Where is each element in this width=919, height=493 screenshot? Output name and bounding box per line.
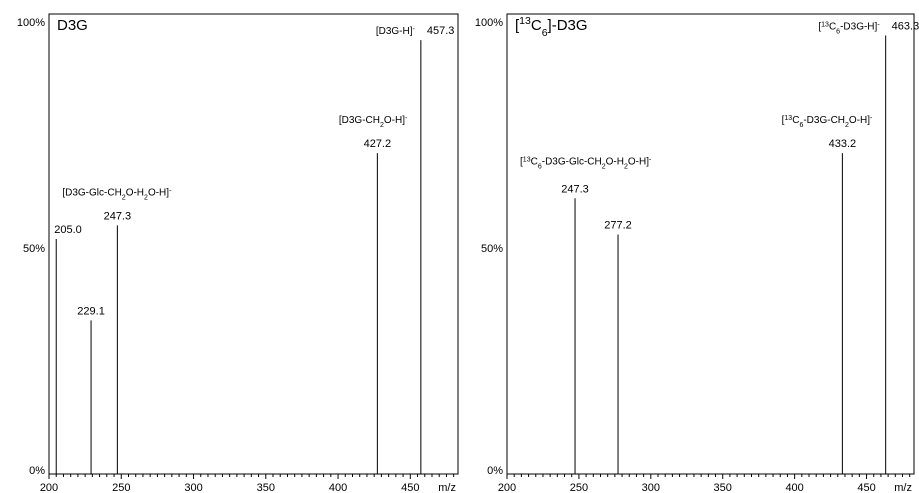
y-tick-label-c13-d3g: 50% — [481, 243, 503, 255]
peak-value-label: 427.2 — [364, 138, 392, 150]
y-tick-label-c13-d3g: 0% — [487, 465, 503, 477]
y-tick-label-d3g: 100% — [17, 17, 45, 29]
plot-frame-c13-d3g — [507, 14, 914, 474]
x-tick-label-c13-d3g: 450 — [857, 482, 875, 493]
peak-value-label: 247.3 — [104, 210, 132, 222]
peak-ion-label: [13C6-D3G-CH2O-H]- — [782, 115, 873, 129]
peak-value-label: 205.0 — [54, 224, 82, 236]
chart-title-c13-d3g: [13C6]-D3G — [515, 15, 588, 39]
x-tick-label-c13-d3g: 250 — [570, 482, 588, 493]
x-axis-unit-d3g: m/z — [438, 482, 456, 493]
x-tick-label-d3g: 200 — [40, 482, 58, 493]
x-tick-label-d3g: 450 — [401, 482, 419, 493]
peak-ion-label: [D3G-CH2O-H]- — [339, 115, 408, 129]
peak-value-label: 277.2 — [604, 219, 632, 231]
y-tick-label-d3g: 0% — [29, 465, 45, 477]
x-axis-unit-c13-d3g: m/z — [894, 482, 912, 493]
x-tick-label-c13-d3g: 200 — [498, 482, 516, 493]
peak-value-label: 229.1 — [77, 305, 105, 317]
x-tick-label-d3g: 250 — [112, 482, 130, 493]
peak-ion-label: [D3G-H]- — [376, 26, 416, 38]
peak-value-label: 247.3 — [561, 183, 589, 195]
y-tick-label-d3g: 50% — [23, 243, 45, 255]
x-tick-label-c13-d3g: 400 — [785, 482, 803, 493]
x-tick-label-c13-d3g: 350 — [714, 482, 732, 493]
peak-ion-label: [13C6-D3G-H]- — [818, 21, 880, 35]
peak-ion-label: [13C6-D3G-Glc-CH2O-H2O-H]- — [520, 156, 652, 170]
x-tick-label-d3g: 300 — [184, 482, 202, 493]
x-tick-label-c13-d3g: 300 — [642, 482, 660, 493]
plot-frame-d3g — [49, 14, 458, 474]
peak-value-label: 433.2 — [829, 138, 857, 150]
peak-ion-label: [D3G-Glc-CH2O-H2O-H]- — [62, 187, 172, 201]
peak-value-label: 463.3 — [892, 21, 919, 33]
x-tick-label-d3g: 400 — [329, 482, 347, 493]
y-tick-label-c13-d3g: 100% — [475, 17, 503, 29]
x-tick-label-d3g: 350 — [257, 482, 275, 493]
chart-title-d3g: D3G — [57, 17, 88, 34]
peak-value-label: 457.3 — [427, 25, 455, 37]
